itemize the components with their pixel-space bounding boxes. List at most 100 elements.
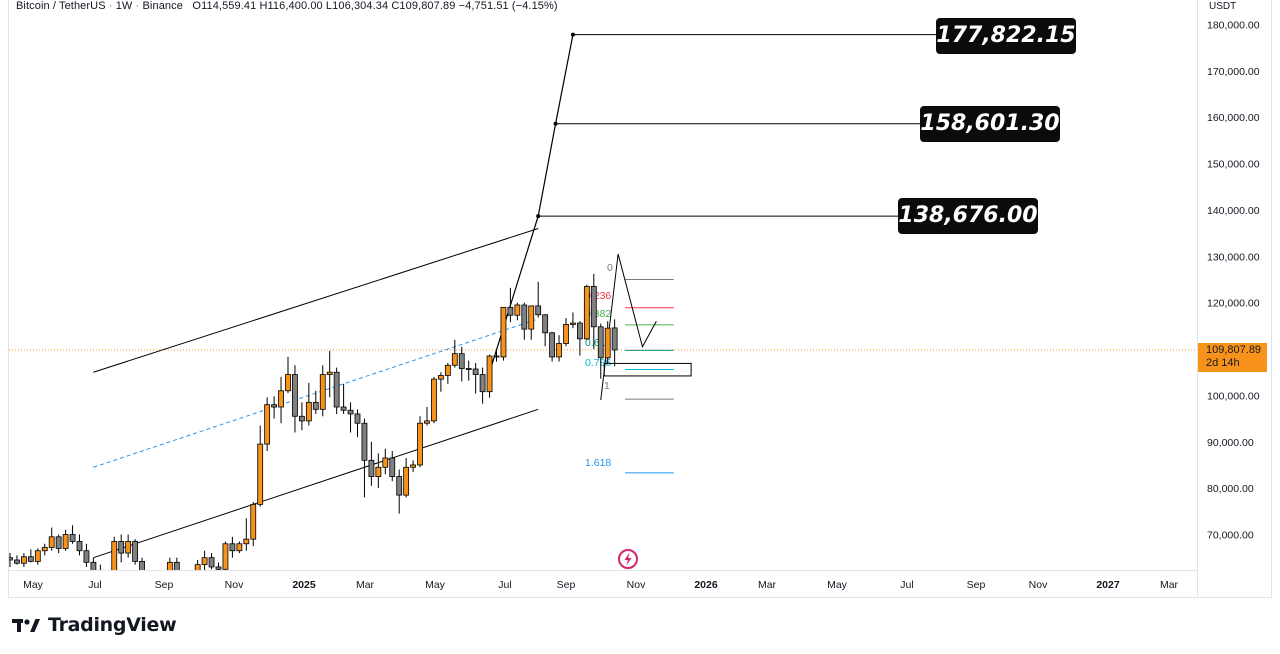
- candle[interactable]: [215, 562, 222, 581]
- candle[interactable]: [8, 553, 13, 567]
- candle[interactable]: [354, 409, 361, 438]
- candle[interactable]: [27, 549, 34, 563]
- candle[interactable]: [292, 365, 298, 433]
- candle[interactable]: [90, 557, 97, 581]
- candle[interactable]: [493, 350, 500, 362]
- currency-label[interactable]: USDT: [1209, 1, 1237, 12]
- candle[interactable]: [48, 527, 55, 551]
- channel-lower-line[interactable]: [93, 408, 539, 559]
- candle[interactable]: [507, 287, 514, 323]
- candle[interactable]: [611, 319, 618, 367]
- target-point-dot[interactable]: [536, 214, 541, 219]
- candle[interactable]: [465, 360, 472, 381]
- candle[interactable]: [500, 306, 507, 361]
- candle[interactable]: [312, 390, 319, 414]
- candle[interactable]: [542, 314, 549, 347]
- channel-upper-line[interactable]: [93, 228, 539, 373]
- candle[interactable]: [375, 453, 382, 489]
- candle[interactable]: [486, 354, 493, 398]
- candle[interactable]: [62, 529, 69, 551]
- candle[interactable]: [173, 557, 180, 590]
- candle[interactable]: [326, 350, 333, 398]
- candle[interactable]: [271, 396, 278, 419]
- candle[interactable]: [305, 382, 312, 426]
- candle[interactable]: [347, 402, 354, 433]
- chart-frame[interactable]: [8, 0, 1272, 598]
- candle[interactable]: [278, 376, 284, 424]
- candle[interactable]: [549, 331, 555, 362]
- candle[interactable]: [298, 402, 305, 431]
- candle[interactable]: [417, 416, 423, 468]
- candle[interactable]: [597, 323, 604, 379]
- candle[interactable]: [403, 458, 410, 498]
- candle[interactable]: [535, 281, 542, 318]
- candle[interactable]: [41, 543, 48, 556]
- candle[interactable]: [208, 553, 215, 570]
- target-callout-top[interactable]: 177,822.15: [936, 18, 1076, 54]
- candle[interactable]: [410, 460, 417, 472]
- candle[interactable]: [34, 548, 41, 565]
- candle[interactable]: [319, 365, 326, 417]
- candle[interactable]: [257, 425, 264, 507]
- target-point-dot[interactable]: [570, 32, 575, 37]
- candle[interactable]: [111, 536, 118, 586]
- candle[interactable]: [556, 335, 562, 362]
- legend-interval[interactable]: 1W: [115, 0, 133, 12]
- candle[interactable]: [201, 550, 208, 572]
- candle[interactable]: [368, 441, 375, 486]
- candle[interactable]: [340, 383, 347, 414]
- candle[interactable]: [444, 362, 451, 384]
- candle[interactable]: [570, 312, 576, 329]
- projection-path[interactable]: [488, 34, 574, 373]
- candle[interactable]: [264, 397, 271, 452]
- zigzag-path[interactable]: [600, 253, 657, 401]
- candle[interactable]: [521, 302, 528, 340]
- candle[interactable]: [472, 362, 479, 394]
- candle[interactable]: [236, 541, 243, 554]
- candle[interactable]: [563, 317, 569, 347]
- candle[interactable]: [458, 346, 465, 382]
- candle[interactable]: [139, 557, 145, 595]
- time-axis[interactable]: May Jul Sep Nov 2025 Mar May Jul Sep Nov 2026 Mar Ma…: [9, 570, 1197, 592]
- candle[interactable]: [125, 534, 132, 558]
- candle[interactable]: [188, 576, 193, 604]
- legend-symbol[interactable]: Bitcoin / TetherUS: [16, 0, 106, 12]
- target-callout-bottom[interactable]: 138,676.00: [898, 198, 1038, 234]
- candle[interactable]: [479, 367, 486, 404]
- tradingview-logo[interactable]: TradingView: [12, 614, 177, 636]
- candle[interactable]: [166, 557, 173, 595]
- candle[interactable]: [285, 356, 291, 394]
- candle[interactable]: [396, 469, 403, 514]
- price-axis[interactable]: 70,000.0080,000.0090,000.00100,000.00110…: [1197, 0, 1260, 598]
- candle[interactable]: [577, 321, 583, 356]
- candle[interactable]: [76, 534, 83, 556]
- lightning-alert-icon[interactable]: [617, 548, 639, 570]
- candle[interactable]: [250, 502, 257, 547]
- candle[interactable]: [132, 539, 139, 565]
- candle[interactable]: [229, 536, 236, 558]
- candle[interactable]: [514, 302, 521, 321]
- candle[interactable]: [118, 534, 125, 563]
- candle[interactable]: [194, 560, 201, 583]
- candles-layer[interactable]: [8, 273, 618, 630]
- candle[interactable]: [69, 525, 76, 544]
- candle[interactable]: [424, 407, 430, 426]
- candle[interactable]: [431, 376, 437, 424]
- candle[interactable]: [20, 553, 27, 567]
- candle[interactable]: [243, 518, 250, 551]
- candle[interactable]: [583, 284, 590, 340]
- candle[interactable]: [55, 534, 62, 554]
- target-point-dot[interactable]: [553, 121, 558, 126]
- candle[interactable]: [528, 305, 535, 340]
- candle[interactable]: [333, 367, 340, 414]
- candle[interactable]: [389, 451, 396, 482]
- candle[interactable]: [604, 321, 611, 365]
- candle[interactable]: [83, 543, 90, 567]
- candle[interactable]: [222, 541, 229, 571]
- candle[interactable]: [14, 555, 20, 565]
- candle[interactable]: [451, 339, 458, 368]
- candle[interactable]: [590, 273, 597, 350]
- candle[interactable]: [361, 418, 368, 498]
- candle[interactable]: [437, 372, 444, 392]
